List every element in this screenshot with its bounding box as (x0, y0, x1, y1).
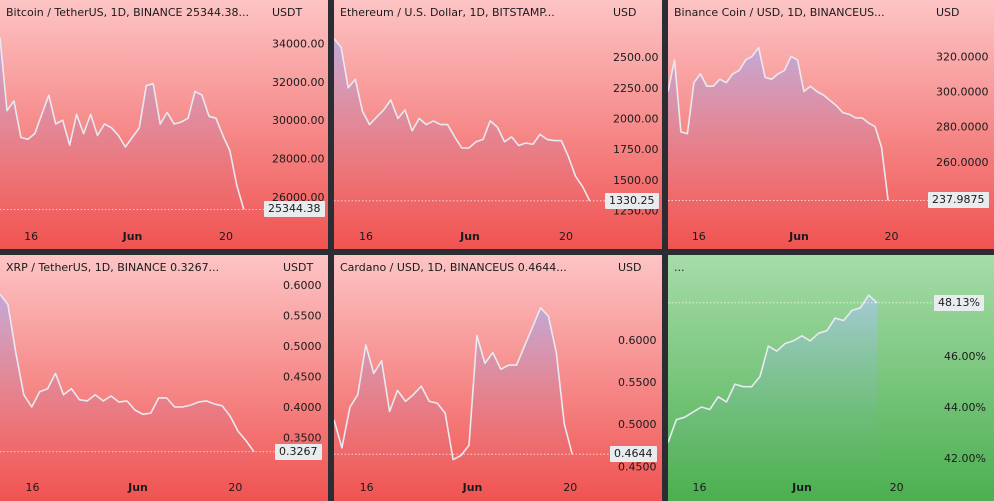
panel-xrp[interactable]: 0.3500 0.4000 0.4500 0.5000 0.5500 0.6000 16 Ju… (0, 255, 328, 501)
chart-title-btc: Bitcoin / TetherUS, 1D, BINANCE 25344.38… (6, 6, 249, 19)
y-tick-label: 34000.00 (272, 37, 325, 50)
y-tick-label: 44.00% (944, 401, 986, 414)
chart-title-bnb: Binance Coin / USD, 1D, BINANCEUS... (674, 6, 885, 19)
x-tick-label: 20 (884, 230, 898, 243)
y-tick-label: 42.00% (944, 452, 986, 465)
y-tick-label: 2000.00 (613, 112, 659, 125)
series-line (334, 38, 591, 202)
price-label-xrp: 0.3267 (275, 443, 322, 460)
y-tick-label: 0.3500 (283, 432, 322, 445)
x-tick-label: 16 (359, 230, 373, 243)
series-area (668, 295, 877, 501)
chart-unit-ada: USD (618, 261, 642, 274)
chart-bnb: 260.0000 280.0000 300.0000 320.0000 16 Jun 20 (668, 0, 994, 249)
chart-unit-bnb: USD (936, 6, 960, 19)
series-line (0, 37, 245, 210)
chart-title-xrp: XRP / TetherUS, 1D, BINANCE 0.3267... (6, 261, 220, 274)
x-tick-label: 20 (219, 230, 233, 243)
y-tick-label: 300.0000 (936, 85, 989, 98)
y-tick-label: 0.4500 (283, 371, 322, 384)
chart-btc: 26000.00 28000.00 30000.00 32000.00 34000.00… (0, 0, 328, 249)
chart-title-eth: Ethereum / U.S. Dollar, 1D, BITSTAMP... (340, 6, 555, 19)
x-tick-label: 20 (563, 481, 577, 494)
y-tick-label: 2500.00 (613, 51, 659, 64)
series-line (668, 46, 889, 201)
y-tick-label: 1500.00 (613, 174, 659, 187)
chart-eth: 1250.001500.001750.002000.002250.002500.… (334, 0, 662, 249)
chart-title-dominance: ... (674, 261, 685, 274)
series-line (334, 307, 573, 461)
series-area (334, 38, 590, 249)
y-tick-label: 260.0000 (936, 156, 989, 169)
price-label-ada: 0.4644 (610, 446, 657, 463)
y-tick-label: 280.0000 (936, 121, 989, 134)
chart-title-ada: Cardano / USD, 1D, BINANCEUS 0.4644... (340, 261, 567, 274)
series-area (668, 47, 889, 249)
x-tick-label: Jun (127, 481, 148, 494)
series-area (334, 307, 573, 501)
x-tick-label: 20 (228, 481, 242, 494)
y-tick-label: 28000.00 (272, 153, 325, 166)
x-tick-label: Jun (459, 230, 480, 243)
y-tick-label: 30000.00 (272, 114, 325, 127)
y-tick-label: 0.5000 (618, 418, 657, 431)
y-tick-label: 46.00% (944, 350, 986, 363)
chart-xrp: 0.3500 0.4000 0.4500 0.5000 0.5500 0.6000 16 Ju… (0, 255, 328, 501)
y-tick-label: 32000.00 (272, 76, 325, 89)
panel-eth[interactable]: 1250.00 1500.00 1750.00 2000.00 2250.00 2500.… (334, 0, 662, 249)
series-area (0, 294, 254, 501)
y-tick-label: 2250.00 (613, 82, 659, 95)
x-tick-label: Jun (788, 230, 809, 243)
panel-btc[interactable]: 26000.00 28000.00 30000.00 32000.00 34000.00… (0, 0, 328, 249)
series-area (0, 37, 244, 249)
y-tick-label: 0.4500 (618, 460, 657, 473)
panel-bnb[interactable]: 260.0000 280.0000 300.0000 320.0000 16 Jun 20 … (668, 0, 994, 249)
y-tick-label: 1750.00 (613, 143, 659, 156)
x-tick-label: 16 (693, 481, 707, 494)
chart-dominance: 42.00% 44.00% 46.00% 16 Jun 20 (668, 255, 994, 501)
x-tick-label: Jun (122, 230, 143, 243)
y-tick-label: 0.6000 (618, 334, 657, 347)
chart-unit-btc: USDT (272, 6, 303, 19)
y-tick-label: 0.5500 (283, 310, 322, 323)
chart-unit-eth: USD (613, 6, 637, 19)
series-line (0, 293, 255, 453)
price-label-bnb: 237.9875 (928, 192, 989, 209)
x-tick-label: 16 (24, 230, 38, 243)
x-tick-label: 20 (890, 481, 904, 494)
x-tick-label: 16 (360, 481, 374, 494)
x-tick-label: Jun (462, 481, 483, 494)
y-tick-label: 320.0000 (936, 50, 989, 63)
price-label-dominance: 48.13% (934, 294, 984, 311)
x-tick-label: 16 (692, 230, 706, 243)
price-label-btc: 25344.38 (264, 201, 325, 218)
chart-unit-xrp: USDT (283, 261, 314, 274)
price-label-eth: 1330.25 (605, 192, 659, 209)
x-tick-label: 16 (25, 481, 39, 494)
y-tick-label: 26000.00 (272, 191, 325, 204)
x-tick-label: Jun (791, 481, 812, 494)
x-tick-label: 20 (559, 230, 573, 243)
panel-ada[interactable]: 0.4500 0.5000 0.5500 0.6000 16 Jun 20 Cardano … (334, 255, 662, 501)
y-tick-label: 0.6000 (283, 279, 322, 292)
chart-ada: 0.4500 0.5000 0.5500 0.6000 16 Jun 20 (334, 255, 662, 501)
panel-dominance[interactable]: 42.00% 44.00% 46.00% 16 Jun 20 ... 48.13% (668, 255, 994, 501)
series-line (668, 294, 878, 443)
y-tick-label: 0.5500 (618, 376, 657, 389)
y-tick-label: 0.5000 (283, 340, 322, 353)
y-tick-label: 0.4000 (283, 401, 322, 414)
